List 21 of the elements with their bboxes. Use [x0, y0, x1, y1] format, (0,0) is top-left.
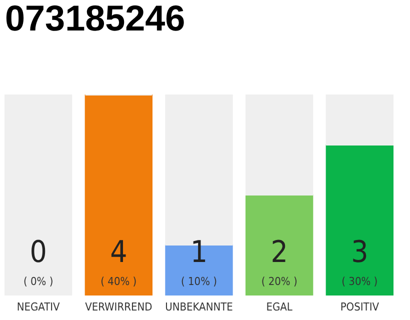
data-label: ( 40% )	[100, 275, 137, 288]
bar	[84, 94, 153, 296]
bar	[245, 94, 314, 196]
x-tick-label: POSITIV	[340, 300, 380, 314]
bar	[326, 144, 394, 296]
data-label: ( 30% )	[342, 275, 378, 288]
data-label: ( 20% )	[261, 275, 298, 288]
annotation: 3	[351, 235, 368, 270]
x-tick-label: VERWIRREND	[85, 300, 153, 314]
annotation: 0	[30, 235, 47, 270]
data-label: ( 10% )	[180, 275, 218, 288]
data-label: ( 0% )	[23, 275, 54, 288]
annotation: 4	[110, 235, 128, 270]
bar	[326, 94, 394, 146]
annotation: 1	[190, 235, 208, 270]
bar	[245, 194, 314, 296]
annotation: 2	[270, 235, 288, 270]
chart-title: 073185246	[5, 0, 186, 38]
x-tick-label: NEGATIV	[16, 300, 60, 314]
x-tick-label: UNBEKANNTE	[165, 300, 233, 314]
x-tick-label: EGAL	[266, 300, 293, 314]
